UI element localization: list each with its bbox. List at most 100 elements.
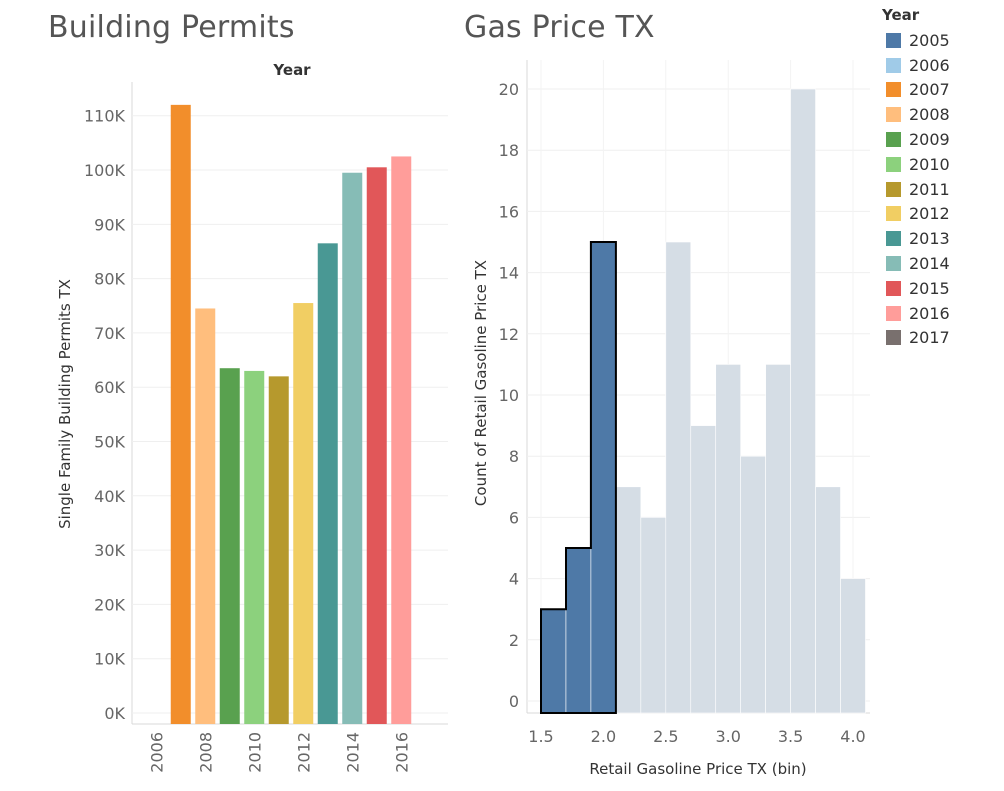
- bar-2007: [170, 104, 191, 725]
- bar-2009: [219, 368, 240, 724]
- bar-2012: [293, 303, 314, 724]
- bar-2010: [244, 370, 265, 724]
- legend-item[interactable]: 2011: [878, 177, 998, 202]
- left-y-tick-label: 0K: [104, 704, 125, 723]
- left-y-axis-title: Single Family Building Permits TX: [56, 279, 74, 529]
- legend-swatch: [886, 181, 901, 197]
- left-chart-title: Building Permits: [48, 10, 295, 45]
- right-x-tick-label: 2.5: [653, 727, 678, 746]
- left-y-tick-label: 60K: [94, 378, 125, 397]
- right-y-tick-label: 2: [509, 631, 519, 650]
- legend-label: 2017: [909, 328, 950, 348]
- histogram-bar-2.3: [640, 517, 667, 714]
- legend-swatch: [886, 32, 901, 48]
- histogram-bar-3.1: [740, 455, 766, 714]
- right-x-tick-label: 4.0: [840, 727, 865, 746]
- legend-item[interactable]: 2008: [878, 102, 998, 127]
- legend-title: Year: [882, 6, 920, 24]
- legend-swatch: [886, 107, 901, 123]
- histogram-bar-3.9: [840, 578, 866, 714]
- histogram-bar-3.3: [765, 364, 791, 714]
- legend-item[interactable]: 2013: [878, 226, 998, 251]
- bar-2011: [268, 376, 289, 724]
- histogram-bar-2.7: [690, 425, 717, 714]
- legend-item[interactable]: 2005: [878, 28, 998, 53]
- legend-label: 2006: [909, 55, 950, 75]
- left-header-label: Year: [272, 61, 311, 79]
- histogram-bar-1.9: [590, 241, 617, 714]
- right-x-tick-label: 1.5: [528, 727, 553, 746]
- right-y-tick-label: 8: [509, 447, 519, 466]
- legend-swatch: [886, 57, 901, 73]
- legend-label: 2011: [909, 179, 950, 199]
- legend-item[interactable]: 2006: [878, 53, 998, 78]
- legend-label: 2009: [909, 130, 950, 150]
- left-y-tick-label: 110K: [84, 107, 126, 126]
- left-y-tick-label: 40K: [94, 487, 125, 506]
- legend-label: 2010: [909, 154, 950, 174]
- right-y-tick-label: 0: [509, 692, 519, 711]
- histogram-bar-2.1: [615, 486, 642, 714]
- right-y-tick-label: 10: [499, 386, 519, 405]
- left-x-tick-label: 2010: [245, 732, 264, 773]
- left-y-tick-label: 50K: [94, 433, 125, 452]
- legend-item[interactable]: 2012: [878, 202, 998, 227]
- legend-item[interactable]: 2007: [878, 78, 998, 103]
- right-y-tick-label: 12: [499, 325, 519, 344]
- right-y-tick-label: 18: [499, 141, 519, 160]
- legend-label: 2008: [909, 105, 950, 125]
- legend-label: 2012: [909, 204, 950, 224]
- legend-swatch: [886, 231, 901, 247]
- right-y-axis-title: Count of Retail Gasoline Price TX: [472, 260, 490, 506]
- histogram-bar-3.5: [790, 88, 816, 714]
- left-y-tick-label: 70K: [94, 324, 125, 343]
- legend-item[interactable]: 2015: [878, 276, 998, 301]
- right-x-axis-title: Retail Gasoline Price TX (bin): [589, 760, 806, 778]
- legend-item[interactable]: 2010: [878, 152, 998, 177]
- legend-swatch: [886, 256, 901, 272]
- left-x-tick-label: 2012: [294, 732, 313, 773]
- legend-swatch: [886, 330, 901, 346]
- left-x-tick-label: 2006: [147, 732, 166, 773]
- legend-label: 2007: [909, 80, 950, 100]
- year-legend: Year 2005 2006 2007 2008 2009 2010 2011 2012 201…: [878, 6, 998, 350]
- legend-label: 2016: [909, 303, 950, 323]
- left-x-tick-label: 2016: [392, 732, 411, 773]
- left-y-tick-label: 10K: [94, 650, 125, 669]
- legend-label: 2015: [909, 278, 950, 298]
- legend-label: 2005: [909, 30, 950, 50]
- right-x-tick-label: 3.5: [778, 727, 803, 746]
- histogram-bar-1.7: [565, 547, 592, 714]
- left-y-tick-label: 20K: [94, 595, 125, 614]
- left-y-tick-label: 90K: [94, 215, 125, 234]
- legend-label: 2014: [909, 254, 950, 274]
- histogram-bar-2.5: [665, 241, 692, 714]
- legend-item[interactable]: 2017: [878, 326, 998, 351]
- right-chart-title: Gas Price TX: [464, 10, 655, 45]
- legend-item[interactable]: 2016: [878, 301, 998, 326]
- legend-item[interactable]: 2009: [878, 127, 998, 152]
- selection-outline: [540, 241, 617, 714]
- legend-swatch: [886, 206, 901, 222]
- legend-swatch: [886, 280, 901, 296]
- bar-2015: [366, 167, 387, 725]
- legend-items: 2005 2006 2007 2008 2009 2010 2011 2012 2013 2014…: [878, 28, 998, 350]
- right-y-tick-label: 6: [509, 508, 519, 527]
- building-permits-chart: Year 0K 10K 20K 30K 40K 50K 60K 70K 80K 90K 100K 110…: [56, 61, 448, 773]
- bar-2008: [195, 308, 216, 724]
- histogram-bar-1.5: [540, 608, 567, 714]
- left-y-tick-label: 80K: [94, 270, 125, 289]
- legend-label: 2013: [909, 229, 950, 249]
- right-y-tick-label: 16: [499, 202, 519, 221]
- right-y-tick-label: 4: [509, 570, 519, 589]
- histogram-bar-3.7: [815, 486, 841, 714]
- left-y-tick-label: 100K: [84, 161, 126, 180]
- bar-2013: [317, 243, 338, 724]
- legend-item[interactable]: 2014: [878, 251, 998, 276]
- right-y-tick-label: 20: [499, 80, 519, 99]
- legend-swatch: [886, 82, 901, 98]
- legend-swatch: [886, 305, 901, 321]
- right-x-tick-label: 2.0: [591, 727, 616, 746]
- legend-swatch: [886, 132, 901, 148]
- bar-2016: [391, 156, 412, 724]
